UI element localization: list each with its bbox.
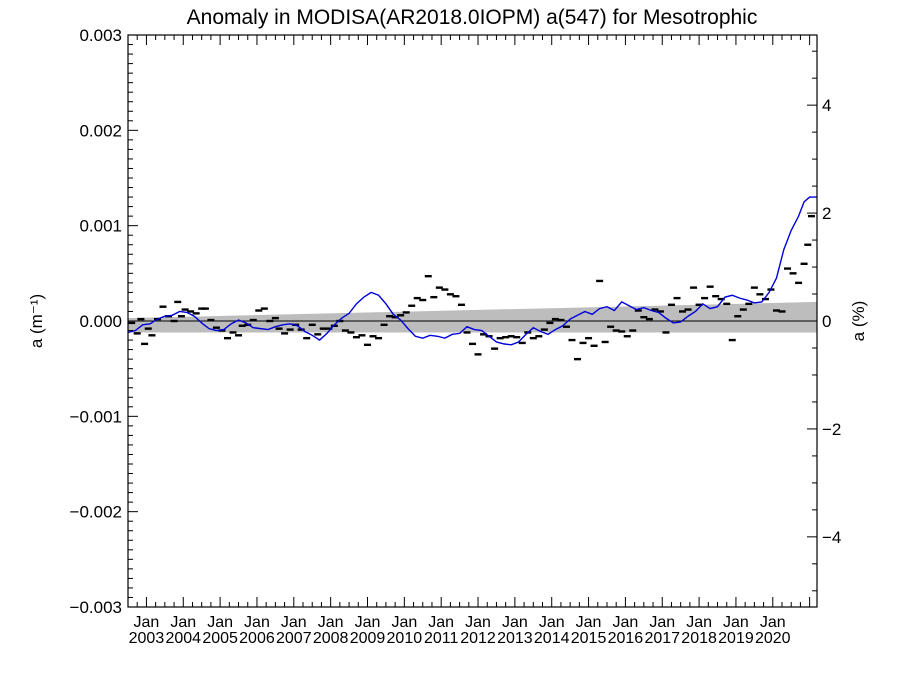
x-tick-year-label: 2019	[718, 630, 754, 647]
smoothed-anomaly-line	[127, 196, 817, 346]
x-axis: Jan2003Jan2004Jan2005Jan2006Jan2007Jan20…	[127, 35, 811, 647]
right-y-axis: −4 −2 0 2 4	[807, 50, 841, 592]
x-tick-year-label: 2020	[755, 630, 791, 647]
uncertainty-band-layer	[128, 301, 817, 333]
y-tick-label-right: 0	[822, 312, 831, 331]
uncertainty-band	[128, 301, 817, 333]
x-tick-month-label: Jan	[723, 614, 749, 631]
y-tick-label-right: −2	[822, 420, 841, 439]
x-tick-year-label: 2011	[424, 630, 459, 647]
x-tick-month-label: Jan	[281, 614, 307, 631]
chart-title: Anomaly in MODISA(AR2018.0IOPM) a(547) f…	[187, 6, 758, 29]
x-tick-year-label: 2015	[571, 630, 607, 647]
x-tick-month-label: Jan	[465, 614, 491, 631]
x-tick-month-label: Jan	[576, 614, 602, 631]
y-tick-label-right: 2	[822, 204, 831, 223]
x-tick-year-label: 2004	[165, 630, 201, 647]
x-tick-month-label: Jan	[760, 614, 786, 631]
smoothed-line-layer	[127, 196, 817, 346]
x-tick-year-label: 2014	[534, 630, 570, 647]
dash-marker-layer	[128, 214, 815, 361]
y-tick-label-right: −4	[822, 528, 841, 547]
x-tick-year-label: 2016	[608, 630, 644, 647]
x-tick-month-label: Jan	[686, 614, 712, 631]
x-tick-year-label: 2008	[313, 630, 349, 647]
x-tick-year-label: 2017	[644, 630, 680, 647]
y-axis-title-right: a (%)	[849, 301, 868, 342]
x-tick-month-label: Jan	[318, 614, 344, 631]
x-tick-month-label: Jan	[391, 614, 417, 631]
x-tick-month-label: Jan	[613, 614, 639, 631]
y-tick-label-left: 0.003	[79, 26, 122, 45]
x-tick-month-label: Jan	[355, 614, 381, 631]
y-tick-label-left: 0.002	[79, 121, 122, 140]
x-tick-year-label: 2010	[387, 630, 423, 647]
x-tick-year-label: 2018	[681, 630, 717, 647]
x-tick-month-label: Jan	[207, 614, 233, 631]
x-tick-month-label: Jan	[539, 614, 565, 631]
x-tick-year-label: 2007	[276, 630, 312, 647]
x-tick-month-label: Jan	[428, 614, 454, 631]
x-tick-month-label: Jan	[649, 614, 675, 631]
x-tick-year-label: 2003	[129, 630, 165, 647]
x-tick-year-label: 2009	[350, 630, 386, 647]
y-tick-label-left: −0.002	[70, 503, 122, 522]
x-tick-month-label: Jan	[502, 614, 528, 631]
x-tick-month-label: Jan	[134, 614, 160, 631]
left-y-axis: −0.003 −0.002 −0.001 0.000 0.001 0.002 0.003	[70, 26, 138, 617]
y-tick-label-right: 4	[822, 96, 831, 115]
y-tick-label-left: 0.001	[79, 217, 122, 236]
y-tick-label-left: 0.000	[79, 312, 122, 331]
y-tick-label-left: −0.001	[70, 407, 122, 426]
y-axis-title-left: a (m⁻¹)	[27, 294, 46, 348]
x-tick-year-label: 2012	[460, 630, 496, 647]
y-tick-label-left: −0.003	[70, 598, 122, 617]
x-tick-year-label: 2013	[497, 630, 533, 647]
x-tick-month-label: Jan	[244, 614, 270, 631]
x-tick-year-label: 2005	[202, 630, 238, 647]
x-tick-year-label: 2006	[239, 630, 275, 647]
x-tick-month-label: Jan	[170, 614, 196, 631]
